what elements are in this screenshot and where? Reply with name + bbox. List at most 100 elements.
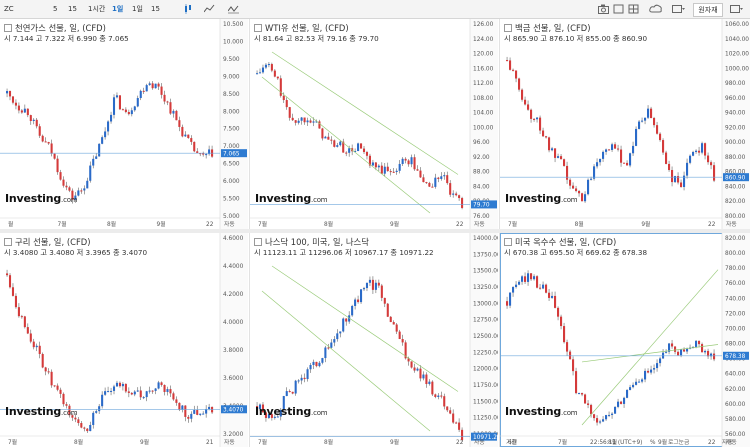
candle-body [312, 361, 315, 365]
status-bar-item[interactable]: 22:56:11 (UTC+9) [590, 440, 642, 446]
status-bar-item[interactable]: % [650, 440, 656, 446]
candle-body [530, 109, 533, 119]
auto-scale-label[interactable]: 자동 [474, 438, 485, 446]
candle-body [377, 282, 380, 286]
trend-channel-line[interactable] [271, 265, 459, 392]
indicator-icon[interactable] [228, 4, 239, 14]
candle-body [512, 287, 515, 293]
x-tick-label: 9월 [658, 438, 667, 446]
candle-body [668, 343, 671, 352]
commodities-button[interactable]: 원자재 [693, 3, 723, 17]
interval-15[interactable]: 15 [68, 5, 77, 13]
auto-scale-label[interactable]: 자동 [224, 220, 235, 228]
candle-body [683, 175, 686, 187]
collapse-icon[interactable] [254, 24, 262, 32]
x-tick-label: 8월 [324, 220, 333, 228]
x-tick-label: 9월 [157, 220, 166, 228]
candle-body [566, 165, 569, 180]
interval-5[interactable]: 5 [53, 5, 58, 13]
chart-panel-natural-gas[interactable]: 10.500 10.000 9.500 9.000 8.500 8.000 7.500 7.0… [0, 19, 248, 229]
candle-body [626, 162, 629, 166]
candle-body [659, 133, 662, 141]
x-tick-label: 9월 [641, 220, 650, 228]
panel-divider[interactable] [499, 19, 500, 447]
candle-body [659, 358, 662, 364]
trend-channel-line[interactable] [261, 76, 431, 214]
candle-body [428, 381, 431, 385]
x-tick-label: 22 [456, 440, 464, 446]
fullscreen-icon[interactable] [613, 4, 624, 14]
candle-body [425, 182, 428, 184]
candle-body [107, 121, 110, 132]
collapse-icon[interactable] [254, 238, 262, 246]
candle-body [650, 369, 653, 373]
candle-body [23, 316, 26, 328]
status-bar-item[interactable]: 자동 [722, 438, 733, 446]
symbol-input[interactable]: ZC [4, 5, 14, 13]
candle-body [458, 422, 461, 430]
trend-channel-line[interactable] [581, 344, 719, 363]
y-tick-label: 124.00 [473, 37, 494, 43]
candle-type-icon[interactable] [183, 4, 194, 14]
y-tick-label: 120.00 [473, 52, 494, 58]
candle-body [294, 120, 297, 123]
cloud-save-icon[interactable] [649, 4, 663, 14]
candle-body [101, 394, 104, 407]
interval-1d[interactable]: 1일 [132, 5, 143, 13]
candle-body [321, 128, 324, 139]
camera-icon[interactable] [598, 4, 609, 14]
candle-body [127, 112, 130, 115]
collapse-icon[interactable] [504, 238, 512, 246]
panel-divider[interactable] [249, 19, 250, 447]
chart-panel-copper[interactable]: 4.6000 4.4000 4.2000 4.0000 3.8000 3.6000 3.40… [0, 233, 248, 447]
auto-scale-label[interactable]: 자동 [726, 438, 737, 446]
candle-body [518, 281, 521, 285]
collapse-icon[interactable] [504, 24, 512, 32]
candle-body [644, 370, 647, 380]
status-bar-item[interactable]: 기간 [506, 438, 517, 446]
candle-body [285, 391, 288, 397]
line-chart-icon[interactable] [204, 4, 215, 14]
candle-body [407, 160, 410, 165]
candle-body [178, 402, 181, 410]
auto-scale-label[interactable]: 자동 [726, 220, 737, 228]
trend-channel-line[interactable] [581, 269, 719, 426]
collapse-icon[interactable] [4, 238, 12, 246]
candle-body [121, 109, 124, 111]
collapse-icon[interactable] [4, 24, 12, 32]
chart-panel-corn[interactable]: 820.00 800.00 780.00 760.00 740.00 720.00 700.… [500, 233, 750, 447]
settings-dropdown-icon[interactable] [672, 4, 686, 14]
candle-body [623, 162, 626, 164]
y-tick-label: 3.6000 [223, 376, 244, 382]
candle-body [184, 134, 187, 137]
interval-1h[interactable]: 1시간 [88, 5, 106, 13]
y-tick-label: 820.00 [725, 199, 746, 205]
candle-body [59, 172, 62, 180]
chart-panel-nasdaq100[interactable]: 14000.00 13750.00 13500.00 13250.00 13000.00… [250, 233, 498, 447]
candle-body [354, 151, 357, 153]
auto-scale-label[interactable]: 자동 [224, 438, 235, 446]
candle-body [626, 390, 629, 398]
candle-body [318, 121, 321, 129]
chart-panel-platinum[interactable]: 1060.00 1040.00 1020.00 1000.00 980.00 960.00… [500, 19, 750, 229]
chart-panel-wti[interactable]: 126.00 124.00 120.00 116.00 112.00 108.00 104.… [250, 19, 498, 229]
candle-body [545, 284, 548, 293]
candle-body [452, 193, 455, 195]
y-tick-label: 960.00 [725, 96, 746, 102]
last-price-label: 79.70 [473, 203, 490, 209]
interval-15-b[interactable]: 15 [151, 5, 160, 13]
panel-divider-horizontal[interactable] [0, 229, 750, 233]
candle-body [336, 145, 339, 147]
candle-body [288, 391, 291, 393]
candle-body [419, 170, 422, 178]
auto-scale-label[interactable]: 자동 [474, 220, 485, 228]
trend-channel-line[interactable] [271, 51, 459, 175]
candle-body [83, 427, 86, 429]
candle-body [92, 412, 95, 425]
trend-channel-line[interactable] [261, 290, 431, 432]
menu-dropdown-icon[interactable] [730, 4, 744, 14]
natural-gas-chart-svg: 10.500 10.000 9.500 9.000 8.500 8.000 7.500 7.0… [0, 19, 248, 229]
status-bar-item[interactable]: 로그눈금 [668, 439, 690, 446]
layout-icon[interactable] [628, 4, 639, 14]
interval-1d-active[interactable]: 1일 [112, 5, 124, 13]
